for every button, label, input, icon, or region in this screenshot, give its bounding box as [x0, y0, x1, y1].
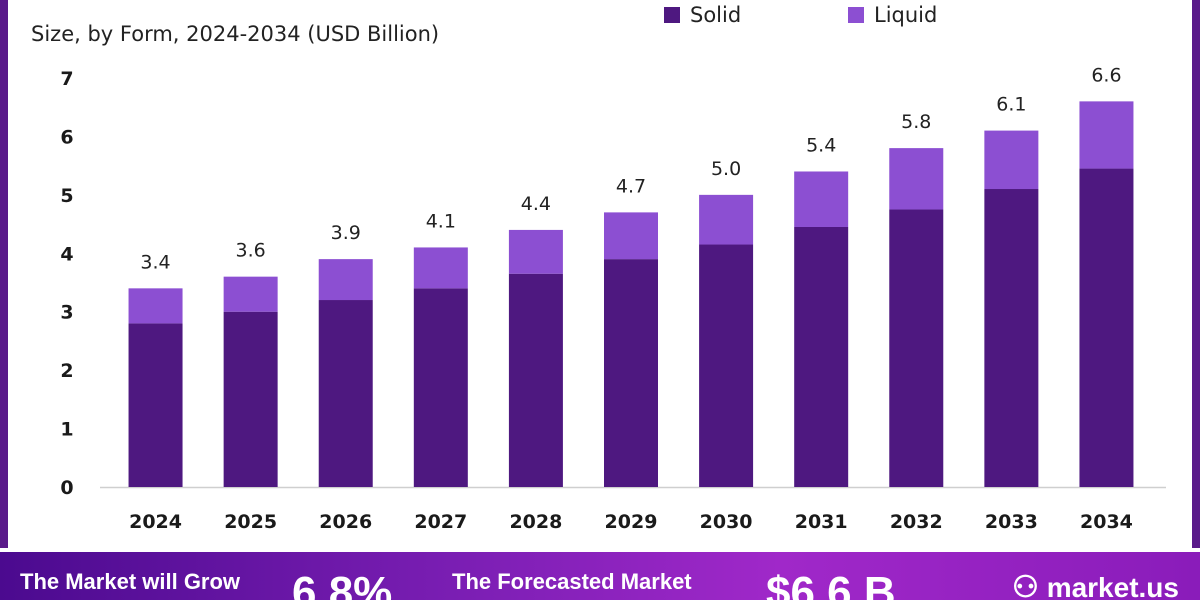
x-tick-label: 2033	[985, 511, 1038, 533]
bar-segment-liquid	[889, 148, 944, 210]
x-tick-label: 2027	[414, 511, 467, 533]
bar-segment-liquid	[699, 194, 754, 245]
x-tick-label: 2025	[224, 511, 277, 533]
bar-segment-solid	[604, 259, 658, 487]
x-tick-label: 2028	[509, 511, 562, 533]
bar-total-label: 5.4	[806, 134, 836, 156]
y-tick-label: 1	[60, 419, 73, 441]
x-tick-label: 2031	[795, 511, 848, 533]
footer-banner: The Market will Grow 6.8% The Forecasted…	[0, 552, 1200, 600]
market-us-logo-icon: ⚇	[1012, 571, 1039, 600]
legend-item-liquid: Liquid	[848, 2, 937, 28]
legend-label-solid: Solid	[690, 3, 742, 27]
chart-subtitle: Size, by Form, 2024-2034 (USD Billion)	[31, 22, 440, 46]
bar-segment-liquid	[508, 229, 563, 274]
x-tick-label: 2029	[605, 511, 658, 533]
bar-total-label: 4.1	[426, 210, 456, 232]
stacked-bar-chart: 0 1 2 3 4 5 6 7 3.4 2024 3.6 2025 3.9 2026 4.1 2027 4.4 2…	[60, 64, 1166, 533]
y-tick-label: 6	[60, 126, 73, 148]
bar-total-label: 4.7	[616, 175, 646, 197]
bar-segment-solid	[699, 244, 754, 487]
bar-segment-solid	[794, 226, 849, 487]
bar-segment-liquid	[128, 288, 183, 324]
bar-segment-solid	[508, 273, 563, 487]
bar-segment-liquid	[223, 276, 278, 312]
bar-total-label: 3.6	[236, 240, 266, 262]
bar-total-label: 6.6	[1091, 64, 1121, 86]
y-tick-label: 4	[60, 243, 73, 265]
bar-segment-solid	[413, 288, 468, 487]
x-tick-label: 2030	[700, 511, 753, 533]
y-tick-label: 5	[60, 185, 73, 207]
left-frame-border	[0, 0, 8, 548]
bar-total-label: 4.4	[521, 193, 551, 215]
bar-segment-solid	[223, 311, 278, 487]
banner-text-forecast: The Forecasted Market	[452, 569, 692, 594]
bar-total-label: 5.8	[901, 111, 931, 133]
legend-label-liquid: Liquid	[874, 3, 938, 27]
bar-segment-liquid	[318, 259, 373, 301]
banner-text-grow: The Market will Grow	[20, 569, 241, 594]
x-tick-label: 2026	[319, 511, 372, 533]
right-frame-border	[1192, 0, 1200, 548]
bar-segment-liquid	[984, 130, 1039, 190]
x-tick-label: 2024	[129, 511, 182, 533]
bar-segment-solid	[318, 300, 373, 487]
y-tick-label: 2	[60, 360, 73, 382]
bar-segment-liquid	[604, 212, 658, 260]
banner-market-value: $6.6 B	[766, 568, 896, 600]
bar-segment-solid	[1079, 168, 1134, 488]
market-us-logo-text: market.us	[1046, 572, 1179, 600]
banner-cagr-value: 6.8%	[292, 568, 393, 600]
market-us-logo: ⚇ market.us	[1012, 570, 1179, 600]
bar-segment-liquid	[413, 247, 468, 289]
x-tick-label: 2034	[1080, 511, 1133, 533]
legend-swatch-solid	[664, 7, 680, 23]
bar-segment-liquid	[1079, 101, 1134, 169]
bar-total-label: 5.0	[711, 158, 741, 180]
y-tick-label: 3	[60, 302, 73, 324]
bar-total-label: 6.1	[996, 94, 1026, 116]
bar-total-label: 3.9	[331, 222, 361, 244]
bar-segment-solid	[889, 209, 944, 487]
bar-segment-solid	[984, 189, 1039, 487]
legend-item-solid: Solid	[664, 2, 741, 28]
y-tick-label: 0	[60, 477, 73, 499]
x-tick-label: 2032	[890, 511, 943, 533]
y-tick-label: 7	[60, 68, 73, 90]
bar-segment-liquid	[794, 171, 849, 227]
bar-segment-solid	[128, 323, 183, 487]
bar-total-label: 3.4	[140, 251, 170, 273]
legend-swatch-liquid	[848, 7, 864, 23]
